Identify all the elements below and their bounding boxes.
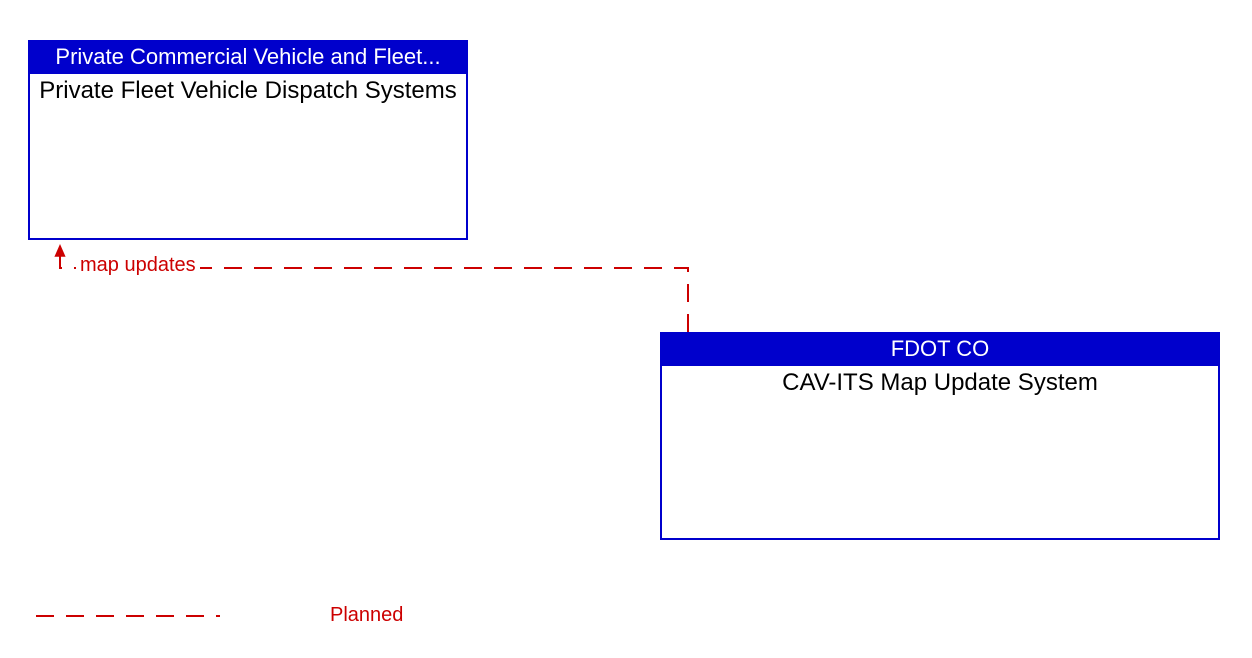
legend-text: Planned [330, 604, 403, 627]
flow-label: map updates [76, 254, 200, 277]
node-private-fleet-body: Private Fleet Vehicle Dispatch Systems [30, 74, 466, 108]
node-fdot-co: FDOT CO CAV-ITS Map Update System [660, 332, 1220, 540]
flow-arrowhead [54, 244, 65, 257]
node-private-fleet: Private Commercial Vehicle and Fleet... … [28, 40, 468, 240]
node-fdot-co-header: FDOT CO [662, 334, 1218, 366]
node-private-fleet-header: Private Commercial Vehicle and Fleet... [30, 42, 466, 74]
node-fdot-co-body: CAV-ITS Map Update System [662, 366, 1218, 400]
